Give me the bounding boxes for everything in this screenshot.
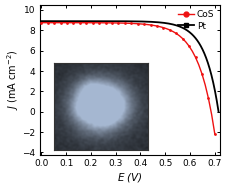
X-axis label: $E$ (V): $E$ (V) <box>117 171 143 184</box>
Y-axis label: $J$ (mA cm$^{-2}$): $J$ (mA cm$^{-2}$) <box>5 49 21 110</box>
Legend: CoS, Pt: CoS, Pt <box>177 9 215 31</box>
